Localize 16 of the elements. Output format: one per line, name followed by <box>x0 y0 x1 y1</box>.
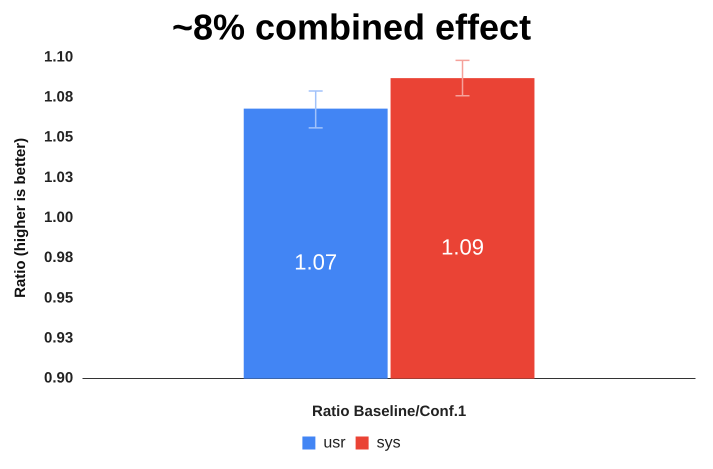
data-label: 1.07 <box>294 250 338 275</box>
chart-title: ~8% combined effect <box>172 6 532 48</box>
y-tick-label: 1.00 <box>44 209 74 226</box>
y-tick-label: 0.98 <box>44 249 74 266</box>
y-tick-label: 0.90 <box>44 370 74 387</box>
x-axis-title: Ratio Baseline/Conf.1 <box>312 403 466 420</box>
y-tick-label: 1.05 <box>44 128 74 146</box>
y-tick-label: 1.10 <box>44 48 74 66</box>
legend-label: usr <box>323 434 346 452</box>
y-axis-title: Ratio (higher is better) <box>12 138 30 298</box>
y-tick-label: 1.08 <box>44 88 74 106</box>
legend-label: sys <box>376 434 401 452</box>
y-tick-label: 0.93 <box>44 330 74 347</box>
y-tick-label: 0.95 <box>44 289 74 306</box>
y-tick-label: 1.03 <box>44 168 74 186</box>
data-label: 1.09 <box>441 234 484 260</box>
